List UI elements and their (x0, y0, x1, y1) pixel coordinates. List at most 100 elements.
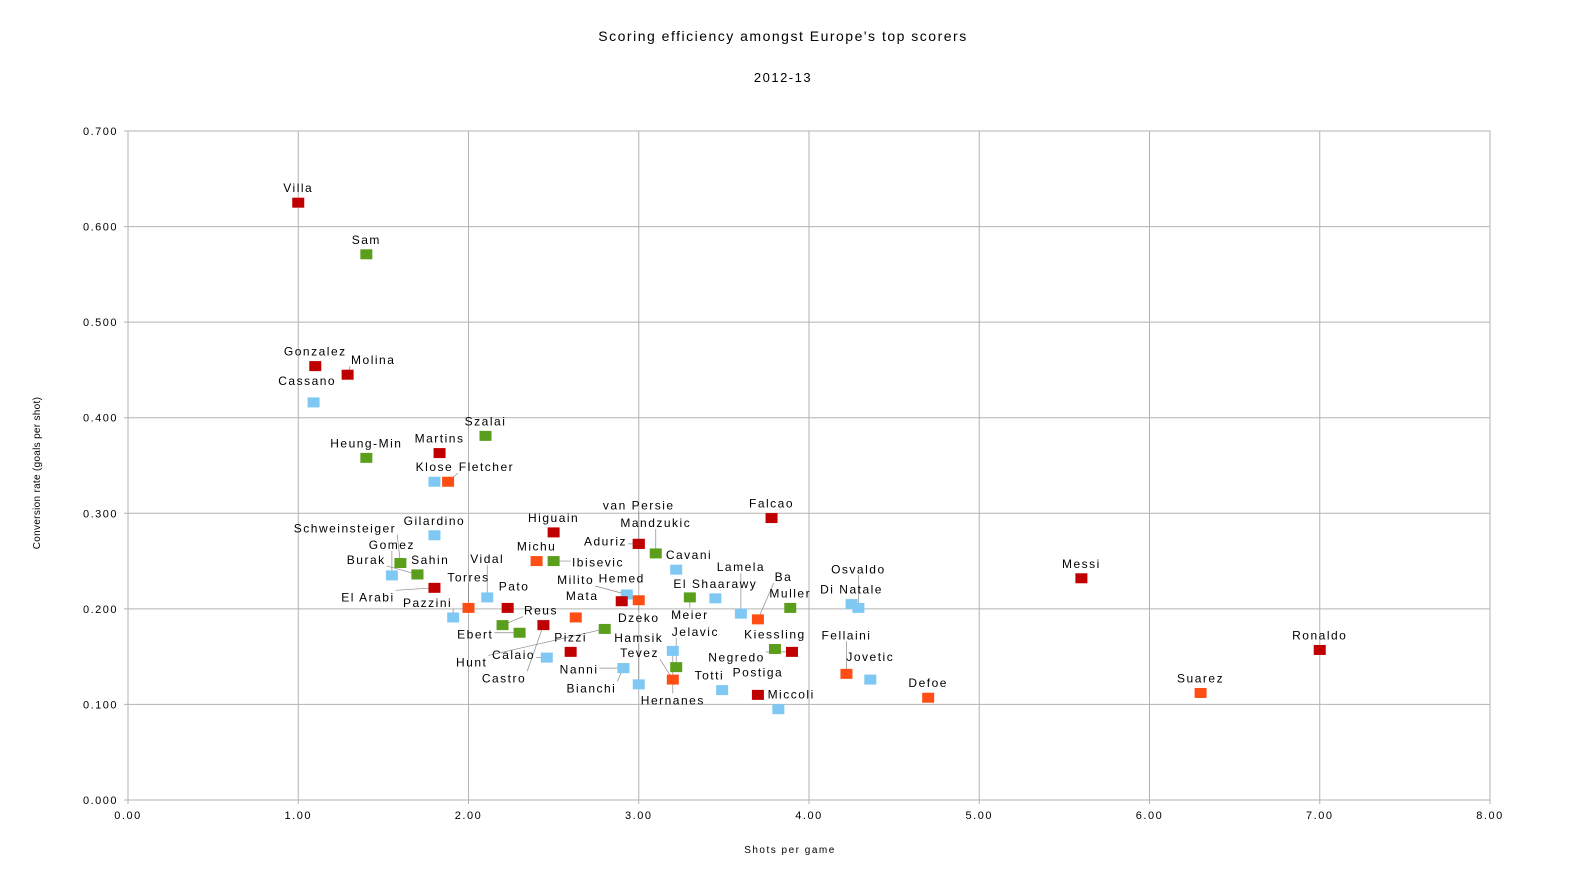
point-label: Nanni (560, 663, 599, 677)
y-tick-label: 0.100 (83, 699, 118, 711)
point-label: Klose (416, 460, 454, 474)
point-label: Ronaldo (1292, 628, 1347, 642)
point-marker (564, 646, 577, 657)
point-marker (666, 674, 679, 685)
point-label: Kiessling (744, 627, 806, 641)
point-label: Martins (415, 432, 465, 446)
point-label: Szalai (465, 414, 507, 428)
point-marker (309, 361, 322, 372)
point-label: Falcao (749, 497, 794, 511)
point-marker (428, 476, 441, 487)
point-label: Reus (524, 604, 558, 618)
point-label: Ebert (457, 627, 493, 641)
point-label: Gonzalez (284, 345, 347, 359)
point-label: Lamela (717, 560, 765, 574)
point-marker (632, 679, 645, 690)
point-label: Higuain (528, 511, 579, 525)
point-marker (1313, 644, 1326, 655)
point-label: Aduriz (584, 534, 627, 548)
point-marker (547, 527, 560, 538)
point-marker (513, 627, 526, 638)
point-label: Di Natale (820, 583, 883, 597)
point-marker (433, 448, 446, 459)
point-marker (751, 614, 764, 625)
x-tick-label: 7.00 (1306, 810, 1333, 822)
point-labels: Villa Sam Falcao Messi Ronaldo Suarez Szalai Go… (278, 181, 1347, 707)
point-label: Ibisevic (572, 556, 624, 570)
point-marker (922, 692, 935, 703)
point-marker (649, 548, 662, 559)
point-marker (772, 704, 785, 715)
point-marker (751, 689, 764, 700)
point-marker (617, 663, 630, 674)
point-marker (716, 685, 729, 696)
point-label: Miccoli (768, 688, 815, 702)
point-marker (341, 369, 354, 380)
point-label: Negredo (708, 650, 765, 664)
point-label: Mandzukic (620, 516, 691, 530)
point-label: Totti (695, 669, 725, 683)
point-marker (530, 556, 543, 567)
x-tick-label: 8.00 (1476, 810, 1503, 822)
point-marker (615, 596, 628, 607)
point-marker (569, 612, 582, 623)
point-label: Molina (351, 353, 395, 367)
x-axis-label: Shots per game (744, 845, 836, 856)
point-marker (462, 602, 475, 613)
point-marker (683, 592, 696, 603)
point-label: Bianchi (566, 681, 616, 695)
chart-subtitle: 2012-13 (754, 70, 812, 85)
data-points (292, 197, 1326, 715)
plot-area (127, 130, 1491, 801)
point-label: Defoe (908, 676, 948, 690)
point-marker (864, 674, 877, 685)
y-axis-label: Conversion rate (goals per shot) (32, 397, 43, 549)
x-tick-label: 5.00 (966, 810, 993, 822)
point-marker (785, 646, 798, 657)
point-label: Dzeko (618, 611, 660, 625)
point-label: Pato (499, 579, 530, 593)
grid (124, 130, 1491, 804)
point-marker (845, 599, 858, 610)
point-marker (598, 623, 611, 634)
point-marker (734, 608, 747, 619)
point-marker (360, 249, 373, 260)
point-label: Osvaldo (831, 562, 886, 576)
label-leader-lines (347, 366, 859, 694)
point-label: Villa (283, 181, 313, 195)
point-label: Fletcher (459, 460, 514, 474)
point-marker (360, 452, 373, 463)
point-marker (620, 589, 633, 600)
point-label: El Arabi (341, 590, 394, 604)
y-tick-label: 0.400 (83, 413, 118, 425)
point-label: Ba (775, 570, 793, 584)
point-label: Suarez (1177, 671, 1224, 685)
point-label: Schweinsteiger (294, 521, 396, 535)
point-label: Pizzi (554, 630, 587, 644)
point-marker (479, 430, 492, 441)
point-marker (442, 476, 455, 487)
label-leader-line (488, 628, 605, 656)
point-marker (385, 570, 398, 581)
x-tick-label: 3.00 (625, 810, 652, 822)
point-label: Meier (671, 608, 709, 622)
point-label: Castro (482, 671, 526, 685)
point-label: Hemed (599, 572, 645, 586)
point-marker (540, 652, 553, 663)
x-tick-label: 6.00 (1136, 810, 1163, 822)
point-marker (537, 620, 550, 631)
label-leader-line (757, 583, 775, 620)
point-label: Cassano (278, 374, 336, 388)
label-leader-line (395, 587, 435, 591)
point-label: Jelavic (672, 625, 719, 639)
point-label: Michu (517, 540, 557, 554)
tick-labels: 0.00 1.00 2.00 3.00 4.00 5.00 6.00 7.00 8.00 0.00… (83, 126, 1503, 822)
point-label: Tevez (620, 646, 659, 660)
point-label: Jovetic (846, 650, 894, 664)
point-marker (670, 662, 683, 673)
point-marker (394, 557, 407, 568)
point-label: Cavani (666, 548, 712, 562)
label-leader-line (526, 624, 544, 672)
point-label: Burak (347, 553, 386, 567)
